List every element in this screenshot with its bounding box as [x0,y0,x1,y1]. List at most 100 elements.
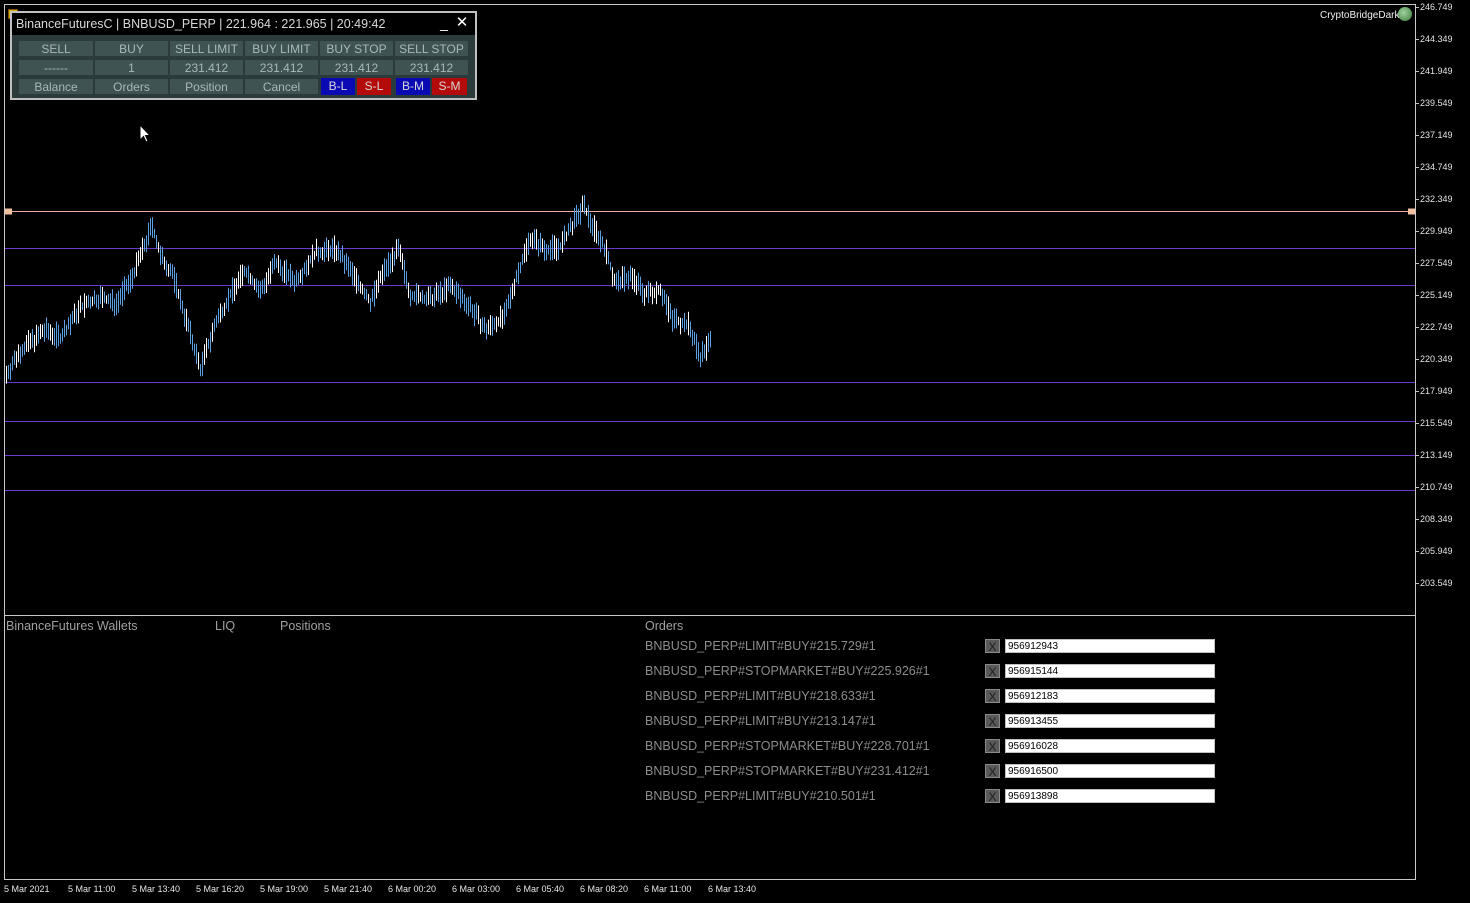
mouse-cursor-icon [139,124,151,143]
price-axis-label: 227.549 [1420,258,1453,268]
level-handle [1408,208,1415,215]
wallets-title: BinanceFutures Wallets [6,619,138,633]
symbol-label: CryptoBridgeDark [1320,10,1400,21]
order-label: BNBUSD_PERP#LIMIT#BUY#215.729#1 [645,639,876,653]
price-axis-label: 239.549 [1420,98,1453,108]
time-axis-label: 5 Mar 11:00 [68,884,116,894]
price-axis-label: 205.949 [1420,546,1453,556]
time-axis-label: 5 Mar 2021 [4,884,50,894]
order-row: BNBUSD_PERP#LIMIT#BUY#210.501#1 X 95691389… [645,788,1220,804]
sell-stop-button[interactable]: SELL STOP [394,40,469,57]
price-axis-tick [1416,103,1419,104]
price-axis-label: 234.749 [1420,162,1453,172]
price-axis-label: 246.749 [1420,2,1453,12]
price-axis-tick [1416,263,1419,264]
lot-size-field[interactable]: 1 [94,59,169,76]
price-axis-tick [1416,71,1419,72]
price-axis-tick [1416,423,1419,424]
price-axis-label: 229.949 [1420,226,1453,236]
order-id-field[interactable]: 956916028 [1005,739,1215,753]
order-row: BNBUSD_PERP#STOPMARKET#BUY#231.412#1 X 956… [645,763,1220,779]
cancel-order-button[interactable]: X [985,664,1000,679]
order-row: BNBUSD_PERP#LIMIT#BUY#213.147#1 X 95691345… [645,713,1220,729]
order-id-field[interactable]: 956916500 [1005,764,1215,778]
sell-value-field[interactable]: ------ [18,59,94,76]
time-axis-label: 6 Mar 13:40 [708,884,757,894]
buy-limit-mini-button[interactable]: B-L [321,78,355,95]
cancel-order-button[interactable]: X [985,689,1000,704]
sell-limit-button[interactable]: SELL LIMIT [169,40,244,57]
price-axis-tick [1416,39,1419,40]
time-axis-label: 6 Mar 00:20 [388,884,437,894]
minimize-button[interactable]: _ [440,15,448,31]
order-row: BNBUSD_PERP#LIMIT#BUY#215.729#1 X 95691294… [645,638,1220,654]
price-axis-label: 241.949 [1420,66,1453,76]
order-id-field[interactable]: 956915144 [1005,664,1215,678]
order-label: BNBUSD_PERP#STOPMARKET#BUY#231.412#1 [645,764,930,778]
order-id-field[interactable]: 956913455 [1005,714,1215,728]
cancel-order-button[interactable]: X [985,764,1000,779]
level-handle [5,208,12,215]
cancel-order-button[interactable]: X [985,739,1000,754]
sell-limit-mini-button[interactable]: S-L [357,78,391,95]
price-axis-tick [1416,167,1419,168]
price-axis-label: 215.549 [1420,418,1453,428]
buy-limit-button[interactable]: BUY LIMIT [244,40,319,57]
cancel-order-button[interactable]: X [985,639,1000,654]
order-label: BNBUSD_PERP#LIMIT#BUY#213.147#1 [645,714,876,728]
price-axis-label: 217.949 [1420,386,1453,396]
price-axis-label: 225.149 [1420,290,1453,300]
expert-status-icon[interactable] [1398,7,1412,21]
balance-button[interactable]: Balance [18,78,94,95]
time-axis-label: 6 Mar 03:00 [452,884,501,894]
order-id-field[interactable]: 956913898 [1005,789,1215,803]
order-row: BNBUSD_PERP#LIMIT#BUY#218.633#1 X 95691218… [645,688,1220,704]
order-label: BNBUSD_PERP#STOPMARKET#BUY#228.701#1 [645,739,930,753]
buy-button[interactable]: BUY [94,40,169,57]
time-axis-label: 5 Mar 21:40 [324,884,373,894]
price-axis-tick [1416,327,1419,328]
orders-button[interactable]: Orders [94,78,169,95]
price-axis-tick [1416,583,1419,584]
order-row: BNBUSD_PERP#STOPMARKET#BUY#228.701#1 X 956… [645,738,1220,754]
price-axis-tick [1416,455,1419,456]
trade-panel-title[interactable]: BinanceFuturesC | BNBUSD_PERP | 221.964 … [12,13,475,35]
order-row: BNBUSD_PERP#STOPMARKET#BUY#225.926#1 X 956… [645,663,1220,679]
buy-market-mini-button[interactable]: B-M [396,78,430,95]
buy-stop-button[interactable]: BUY STOP [319,40,394,57]
price-axis-label: 222.749 [1420,322,1453,332]
price-axis-label: 220.349 [1420,354,1453,364]
close-button[interactable]: ✕ [455,14,469,31]
sell-button[interactable]: SELL [18,40,94,57]
price-axis-label: 213.149 [1420,450,1453,460]
orders-title: Orders [645,619,684,633]
sell-market-mini-button[interactable]: S-M [432,78,467,95]
positions-title: Positions [280,619,331,633]
price-axis-tick [1416,551,1419,552]
time-axis-label: 6 Mar 05:40 [516,884,565,894]
chart-area[interactable] [4,4,1416,880]
position-button[interactable]: Position [169,78,244,95]
time-axis-label: 6 Mar 08:20 [580,884,629,894]
sell-stop-price-field[interactable]: 231.412 [394,59,469,76]
price-axis-tick [1416,199,1419,200]
price-axis-tick [1416,295,1419,296]
buy-limit-price-field[interactable]: 231.412 [244,59,319,76]
orders-panel: BinanceFutures Wallets LIQ Positions Ord… [0,618,1416,880]
time-axis-label: 5 Mar 13:40 [132,884,181,894]
price-axis-label: 210.749 [1420,482,1453,492]
buy-stop-price-field[interactable]: 231.412 [319,59,394,76]
trade-panel[interactable]: BinanceFuturesC | BNBUSD_PERP | 221.964 … [10,11,477,100]
price-axis-tick [1416,487,1419,488]
order-label: BNBUSD_PERP#LIMIT#BUY#218.633#1 [645,689,876,703]
cancel-order-button[interactable]: X [985,789,1000,804]
cancel-order-button[interactable]: X [985,714,1000,729]
order-id-field[interactable]: 956912183 [1005,689,1215,703]
sell-limit-price-field[interactable]: 231.412 [169,59,244,76]
cancel-button[interactable]: Cancel [244,78,319,95]
order-id-field[interactable]: 956912943 [1005,639,1215,653]
price-axis-label: 208.349 [1420,514,1453,524]
price-axis-label: 232.349 [1420,194,1453,204]
price-axis-tick [1416,519,1419,520]
